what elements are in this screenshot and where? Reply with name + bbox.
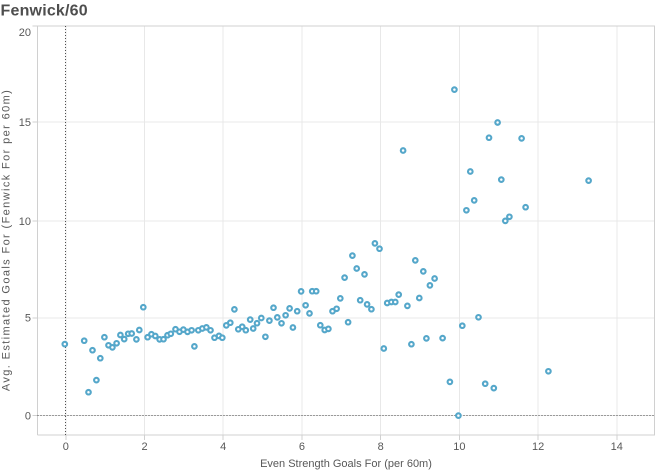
svg-text:5: 5 xyxy=(25,313,31,325)
svg-text:2: 2 xyxy=(141,441,147,453)
svg-text:20: 20 xyxy=(19,27,31,39)
svg-text:8: 8 xyxy=(378,441,384,453)
svg-text:10: 10 xyxy=(19,216,31,228)
svg-text:0: 0 xyxy=(63,441,69,453)
svg-text:4: 4 xyxy=(220,441,226,453)
svg-text:Avg. Estimated Goals For (Fenw: Avg. Estimated Goals For (Fenwick For pe… xyxy=(1,89,13,391)
svg-text:Fenwick/60: Fenwick/60 xyxy=(1,2,88,19)
svg-text:15: 15 xyxy=(19,117,31,129)
svg-text:Even Strength Goals For (per 6: Even Strength Goals For (per 60m) xyxy=(260,458,432,470)
svg-text:0: 0 xyxy=(25,410,31,422)
svg-text:14: 14 xyxy=(611,441,623,453)
svg-text:6: 6 xyxy=(299,441,305,453)
svg-text:10: 10 xyxy=(453,441,465,453)
svg-text:12: 12 xyxy=(532,441,544,453)
